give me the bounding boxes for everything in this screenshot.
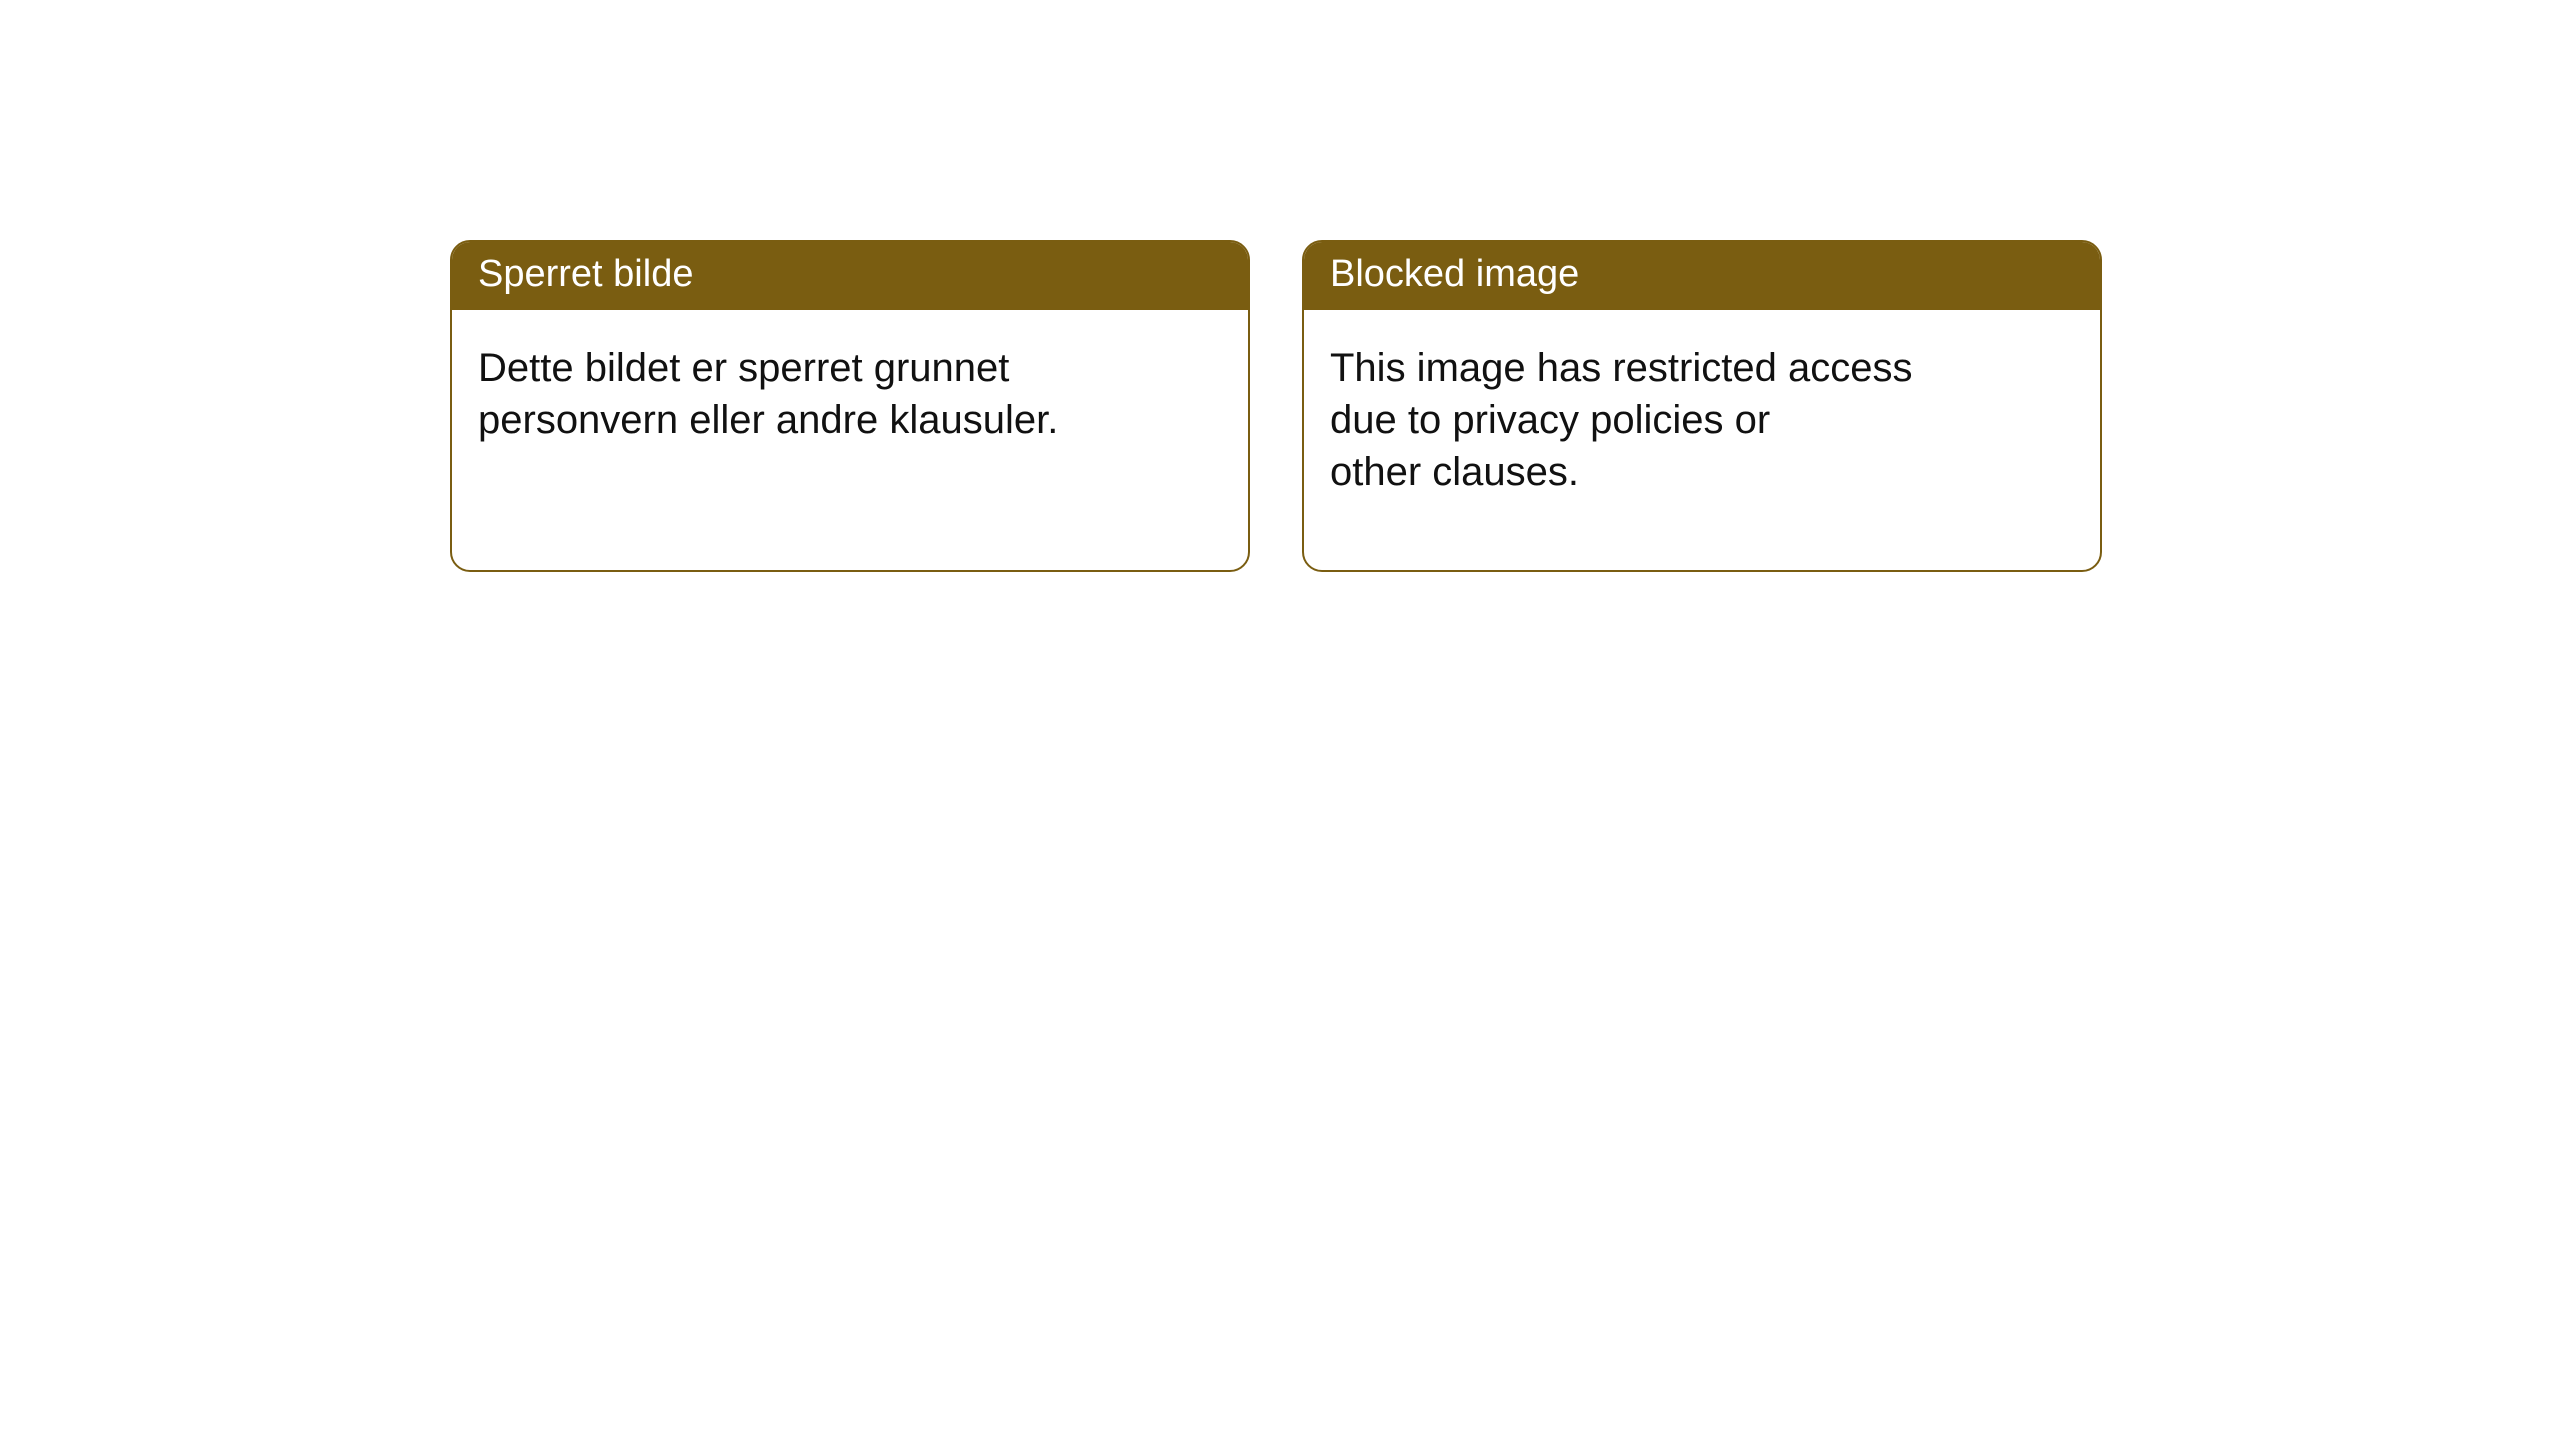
blocked-image-card-en: Blocked image This image has restricted …	[1302, 240, 2102, 572]
card-body-no: Dette bildet er sperret grunnet personve…	[452, 310, 1248, 478]
cards-container: Sperret bilde Dette bildet er sperret gr…	[0, 0, 2560, 572]
card-body-en: This image has restricted access due to …	[1304, 310, 2100, 530]
blocked-image-card-no: Sperret bilde Dette bildet er sperret gr…	[450, 240, 1250, 572]
card-header-no: Sperret bilde	[452, 242, 1248, 310]
card-header-en: Blocked image	[1304, 242, 2100, 310]
